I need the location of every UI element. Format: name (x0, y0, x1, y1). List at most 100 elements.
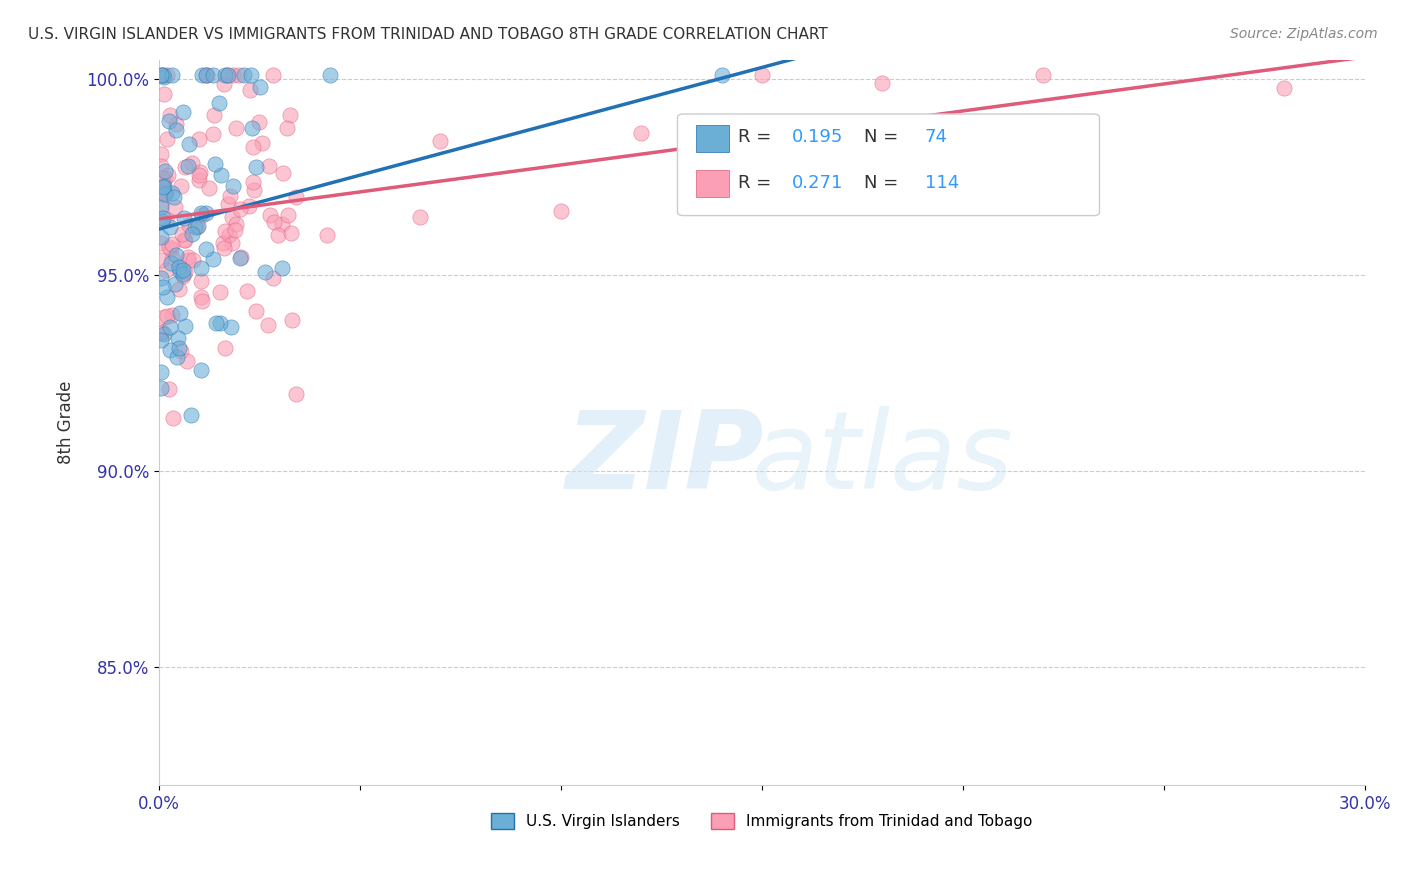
Point (172, 268, 194, 282)
Point (236, 284, 259, 298)
Point (190, 290, 212, 304)
Point (188, 165, 211, 179)
Point (751, 68, 773, 82)
Point (152, 68, 174, 82)
Y-axis label: 8th Grade: 8th Grade (58, 381, 75, 464)
Point (177, 218, 200, 232)
Point (152, 87, 174, 101)
Point (204, 157, 226, 171)
Point (170, 179, 193, 194)
Point (167, 331, 190, 345)
Point (229, 251, 252, 265)
Point (159, 343, 181, 357)
Point (259, 208, 281, 222)
Point (157, 114, 180, 128)
Point (263, 215, 285, 229)
Point (152, 211, 174, 225)
Point (191, 68, 214, 82)
Point (152, 280, 174, 294)
Point (195, 206, 218, 220)
Point (150, 68, 173, 82)
Text: U.S. VIRGIN ISLANDER VS IMMIGRANTS FROM TRINIDAD AND TOBAGO 8TH GRADE CORRELATIO: U.S. VIRGIN ISLANDER VS IMMIGRANTS FROM … (28, 27, 828, 42)
Point (159, 319, 181, 334)
Point (173, 233, 195, 247)
Point (214, 341, 236, 355)
Point (194, 68, 217, 82)
Point (278, 108, 301, 122)
Point (157, 239, 180, 253)
Point (319, 68, 342, 82)
Text: atlas: atlas (752, 406, 1014, 511)
Point (242, 183, 264, 197)
Point (173, 233, 195, 247)
Point (160, 237, 183, 252)
Point (150, 68, 173, 82)
Point (173, 211, 195, 225)
Point (152, 68, 174, 82)
Point (156, 290, 179, 304)
Text: 0.271: 0.271 (792, 174, 844, 192)
Point (150, 235, 173, 250)
Point (166, 117, 188, 131)
Point (872, 76, 894, 90)
Text: R =: R = (738, 174, 776, 192)
Point (281, 313, 304, 327)
Point (1272, 81, 1295, 95)
Point (173, 160, 195, 174)
Point (153, 326, 176, 341)
Point (150, 213, 173, 227)
Point (173, 319, 195, 334)
Point (163, 190, 186, 204)
Text: Source: ZipAtlas.com: Source: ZipAtlas.com (1230, 27, 1378, 41)
Point (169, 306, 191, 320)
Point (224, 223, 246, 237)
Text: R =: R = (738, 128, 776, 146)
Point (270, 218, 292, 232)
Point (245, 160, 267, 174)
Point (240, 121, 263, 136)
Point (257, 318, 280, 333)
Text: 74: 74 (925, 128, 948, 146)
Point (217, 68, 239, 82)
Point (155, 263, 177, 277)
Point (167, 260, 190, 275)
Text: 0.195: 0.195 (792, 128, 844, 146)
Point (165, 248, 187, 262)
Point (188, 168, 211, 182)
Point (187, 219, 209, 233)
Point (180, 408, 202, 422)
Point (160, 256, 183, 270)
Point (222, 178, 245, 193)
Text: ZIP: ZIP (567, 406, 765, 512)
Point (252, 136, 274, 150)
Point (187, 131, 209, 145)
Point (228, 202, 250, 216)
Point (214, 68, 236, 82)
Point (159, 242, 181, 256)
Point (1032, 68, 1054, 82)
Point (249, 79, 271, 94)
Point (152, 175, 174, 189)
Point (150, 271, 173, 285)
Point (239, 83, 262, 97)
FancyBboxPatch shape (678, 114, 1099, 216)
Point (150, 200, 173, 214)
Point (277, 208, 299, 222)
Point (550, 204, 572, 219)
Point (150, 366, 173, 380)
Point (215, 68, 238, 82)
Point (172, 105, 194, 120)
Point (150, 186, 173, 201)
Point (166, 351, 188, 365)
Point (190, 363, 212, 377)
Point (218, 228, 240, 243)
Point (180, 156, 202, 170)
Point (191, 294, 214, 309)
Point (212, 78, 235, 92)
Point (219, 320, 242, 334)
Point (152, 70, 174, 84)
Point (167, 342, 190, 356)
Point (169, 263, 191, 277)
Point (263, 271, 285, 285)
Point (152, 180, 174, 194)
